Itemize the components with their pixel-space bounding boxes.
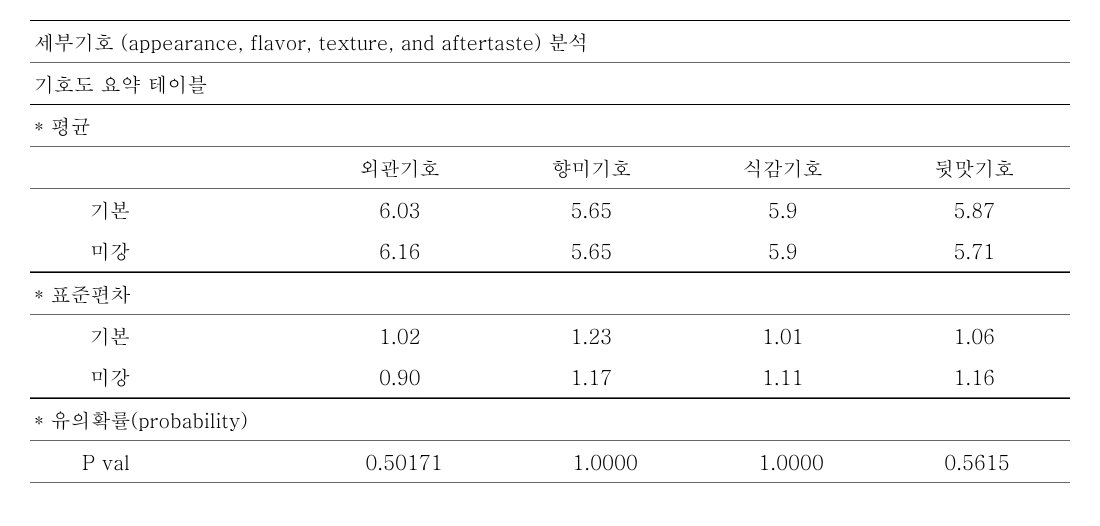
std-migang-aftertaste: 1.16: [879, 356, 1071, 398]
mean-migang-aftertaste: 5.71: [879, 230, 1071, 272]
pval-flavor: 1.0000: [512, 441, 698, 483]
mean-basic-aftertaste: 5.87: [879, 189, 1071, 231]
table-subtitle: 기호도 요약 테이블: [30, 63, 1070, 104]
mean-basic-texture: 5.9: [687, 189, 879, 231]
col-appearance: 외관기호: [304, 147, 496, 189]
row-migang-label: 미강: [30, 230, 304, 272]
section-std: * 표준편차: [30, 272, 1070, 315]
mean-basic-flavor: 5.65: [496, 189, 688, 231]
table-container: 세부기호 (appearance, flavor, texture, and a…: [30, 20, 1070, 483]
mean-basic-appearance: 6.03: [304, 189, 496, 231]
section-prob: * 유의확률(probability): [30, 398, 1070, 441]
std-migang-texture: 1.11: [687, 356, 879, 398]
col-flavor: 향미기호: [496, 147, 688, 189]
header-blank: [30, 147, 304, 189]
table-row: 미강 6.16 5.65 5.9 5.71: [30, 230, 1070, 272]
table-row: P val 0.50171 1.0000 1.0000 0.5615: [30, 441, 1070, 483]
mean-migang-flavor: 5.65: [496, 230, 688, 272]
row-basic-label: 기본: [30, 315, 304, 356]
std-basic-appearance: 1.02: [304, 315, 496, 356]
section-mean: * 평균: [30, 105, 1070, 146]
std-basic-texture: 1.01: [687, 315, 879, 356]
col-texture: 식감기호: [687, 147, 879, 189]
std-table: 기본 1.02 1.23 1.01 1.06 미강 0.90 1.17 1.11…: [30, 315, 1070, 398]
mean-migang-texture: 5.9: [687, 230, 879, 272]
pval-table: P val 0.50171 1.0000 1.0000 0.5615: [30, 441, 1070, 483]
pval-texture: 1.0000: [698, 441, 884, 483]
col-aftertaste: 뒷맛기호: [879, 147, 1071, 189]
std-basic-flavor: 1.23: [496, 315, 688, 356]
row-migang-label: 미강: [30, 356, 304, 398]
std-migang-appearance: 0.90: [304, 356, 496, 398]
table-row: 기본 6.03 5.65 5.9 5.87: [30, 189, 1070, 231]
pval-label: P val: [30, 441, 296, 483]
table-row: 기본 1.02 1.23 1.01 1.06: [30, 315, 1070, 356]
mean-migang-appearance: 6.16: [304, 230, 496, 272]
table-title: 세부기호 (appearance, flavor, texture, and a…: [30, 21, 1070, 62]
pval-appearance: 0.50171: [296, 441, 512, 483]
column-header-row: 외관기호 향미기호 식감기호 뒷맛기호: [30, 147, 1070, 189]
table-row: 미강 0.90 1.17 1.11 1.16: [30, 356, 1070, 398]
std-basic-aftertaste: 1.06: [879, 315, 1071, 356]
mean-table: 외관기호 향미기호 식감기호 뒷맛기호 기본 6.03 5.65 5.9 5.8…: [30, 146, 1070, 272]
row-basic-label: 기본: [30, 189, 304, 231]
std-migang-flavor: 1.17: [496, 356, 688, 398]
pval-aftertaste: 0.5615: [884, 441, 1070, 483]
